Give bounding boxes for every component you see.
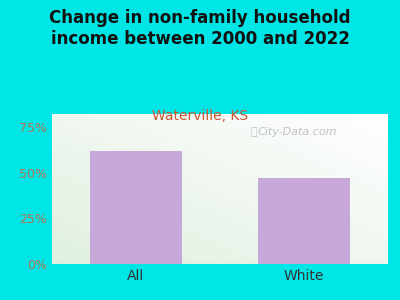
Text: City-Data.com: City-Data.com — [258, 127, 337, 137]
Bar — [90, 151, 182, 264]
Text: ⓘ: ⓘ — [250, 127, 257, 137]
Bar — [258, 178, 350, 264]
Text: Change in non-family household
income between 2000 and 2022: Change in non-family household income be… — [49, 9, 351, 48]
Text: Waterville, KS: Waterville, KS — [152, 110, 248, 124]
